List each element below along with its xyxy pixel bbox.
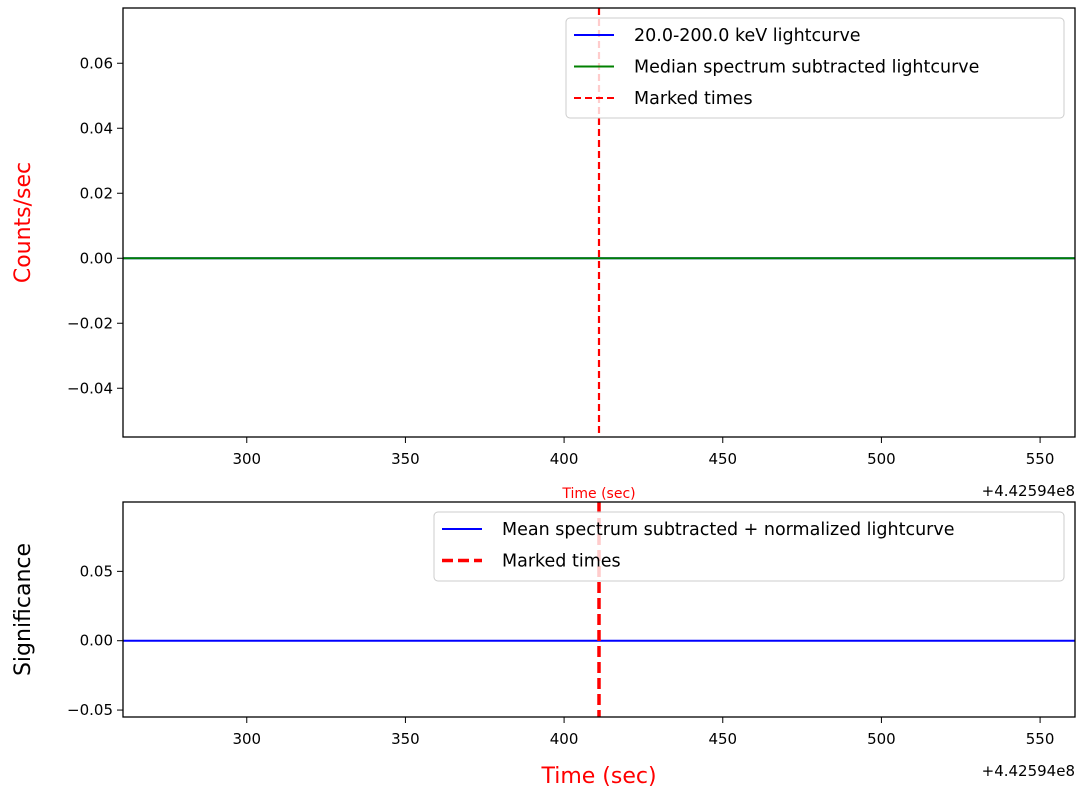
x-tick-label: 300 (232, 730, 261, 748)
axes-frame (122, 501, 1076, 718)
x-offset-label: +4.42594e8 (982, 482, 1075, 500)
top-panel: 300 350 400 450 500 550 −0.04 −0.02 0.00 0.02 0.04… (11, 7, 1076, 502)
x-tick-label: 450 (708, 730, 737, 748)
y-tick-label: 0.02 (80, 184, 113, 202)
x-tick-label: 300 (232, 450, 261, 468)
legend-label: Marked times (502, 552, 621, 572)
x-axis-label: Time (sec) (540, 764, 656, 789)
legend-label: Mean spectrum subtracted + normalized li… (502, 520, 954, 540)
y-axis-label: Counts/sec (11, 162, 36, 283)
y-tick-label: −0.05 (67, 701, 113, 719)
legend-label: Marked times (634, 89, 753, 109)
x-tick-label: 500 (867, 450, 896, 468)
x-tick-label: 350 (391, 730, 420, 748)
y-tick-label: 0.00 (80, 632, 113, 650)
legend-box (433, 511, 1065, 582)
x-tick-label: 400 (550, 450, 579, 468)
y-tick-label: 0.04 (80, 119, 113, 137)
x-offset-label: +4.42594e8 (982, 762, 1075, 780)
y-tick-label: −0.04 (67, 379, 113, 397)
x-tick-label: 450 (708, 450, 737, 468)
x-tick-label: 350 (391, 450, 420, 468)
legend-box (565, 17, 1065, 119)
y-tick-label: 0.06 (80, 54, 113, 72)
legend-label: 20.0-200.0 keV lightcurve (634, 26, 861, 46)
legend: 20.0-200.0 keV lightcurve Median spectrum… (565, 17, 1065, 119)
bottom-panel: 300 350 400 450 500 550 −0.05 0.00 0.05 +4.42594e… (11, 501, 1076, 789)
y-tick-label: 0.05 (80, 562, 113, 580)
y-tick-label: 0.00 (80, 249, 113, 267)
y-axis-label: Significance (11, 543, 36, 676)
legend: Mean spectrum subtracted + normalized li… (433, 511, 1065, 582)
x-axis-label: Time (sec) (561, 486, 635, 502)
x-tick-label: 500 (867, 730, 896, 748)
axes-frame (122, 7, 1076, 438)
x-tick-label: 550 (1026, 730, 1055, 748)
x-tick-label: 400 (550, 730, 579, 748)
legend-label: Median spectrum subtracted lightcurve (634, 58, 979, 78)
y-tick-label: −0.02 (67, 314, 113, 332)
x-tick-label: 550 (1026, 450, 1055, 468)
